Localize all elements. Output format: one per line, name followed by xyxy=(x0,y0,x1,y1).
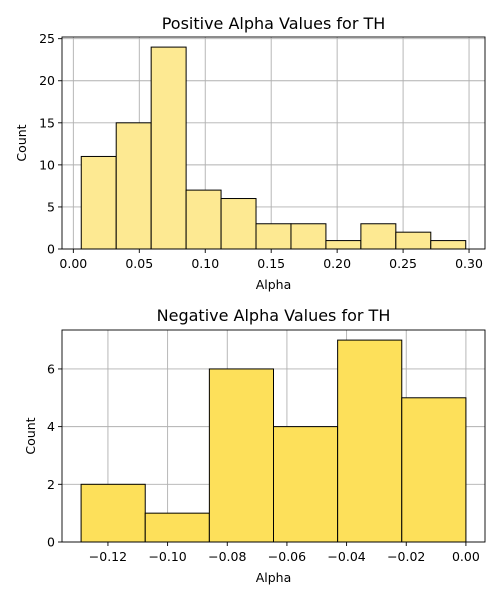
x-tick-label: 0.25 xyxy=(389,256,417,271)
axes-frame xyxy=(61,36,486,250)
y-tick-label: 6 xyxy=(47,361,55,376)
histogram-bar xyxy=(325,240,362,250)
positive-alpha-histogram: 0.00 0.05 0.10 0.15 0.20 0.25 0.30 0 5 10 15 20 25 Po… xyxy=(14,14,486,292)
histogram-bar xyxy=(337,339,403,543)
x-tick-label: −0.04 xyxy=(327,549,365,564)
y-tick-label: 0 xyxy=(47,242,55,257)
histogram-bar xyxy=(150,46,187,250)
x-tick-label: 0.05 xyxy=(125,256,153,271)
histogram-bar xyxy=(208,368,274,543)
y-tick-label: 10 xyxy=(39,157,55,172)
histogram-bar xyxy=(290,223,327,250)
y-axis-label: Count xyxy=(14,124,29,161)
histogram-bar xyxy=(255,223,292,250)
y-tick-label: 0 xyxy=(47,535,55,550)
histogram-bar xyxy=(401,397,467,543)
histogram-bar xyxy=(220,198,257,250)
histogram-bar xyxy=(80,155,117,250)
histogram-bar xyxy=(115,122,152,250)
x-tick-label: −0.12 xyxy=(89,549,127,564)
x-tick-label: 0.00 xyxy=(452,549,480,564)
x-axis-label: Alpha xyxy=(256,277,292,292)
x-tick-label: 0.10 xyxy=(191,256,219,271)
axes-frame xyxy=(61,329,486,543)
y-tick-label: 15 xyxy=(39,115,55,130)
x-tick-label: −0.08 xyxy=(208,549,246,564)
histogram-bar xyxy=(430,240,467,250)
x-tick-label: 0.00 xyxy=(59,256,87,271)
chart-title: Negative Alpha Values for TH xyxy=(157,306,391,325)
x-tick-label: 0.20 xyxy=(323,256,351,271)
histogram-bar xyxy=(144,512,210,543)
histogram-bar xyxy=(80,483,146,543)
x-tick-label: 0.15 xyxy=(257,256,285,271)
y-tick-label: 4 xyxy=(47,419,55,434)
histogram-bar xyxy=(395,231,432,250)
y-axis-label: Count xyxy=(23,417,38,454)
histogram-bar xyxy=(360,223,397,250)
histogram-bar xyxy=(273,426,339,543)
x-tick-label: 0.30 xyxy=(455,256,483,271)
x-tick-label: −0.10 xyxy=(148,549,186,564)
x-axis-label: Alpha xyxy=(256,570,292,585)
y-tick-label: 20 xyxy=(39,73,55,88)
x-tick-label: −0.02 xyxy=(387,549,425,564)
y-tick-label: 5 xyxy=(47,199,55,214)
chart-title: Positive Alpha Values for TH xyxy=(162,14,386,33)
histogram-bar xyxy=(185,189,222,250)
negative-alpha-histogram: −0.12 −0.10 −0.08 −0.06 −0.04 −0.02 0.00 0 2 4 6 Ne… xyxy=(23,306,486,585)
y-tick-label: 25 xyxy=(39,31,55,46)
y-tick-label: 2 xyxy=(47,477,55,492)
x-tick-label: −0.06 xyxy=(268,549,306,564)
